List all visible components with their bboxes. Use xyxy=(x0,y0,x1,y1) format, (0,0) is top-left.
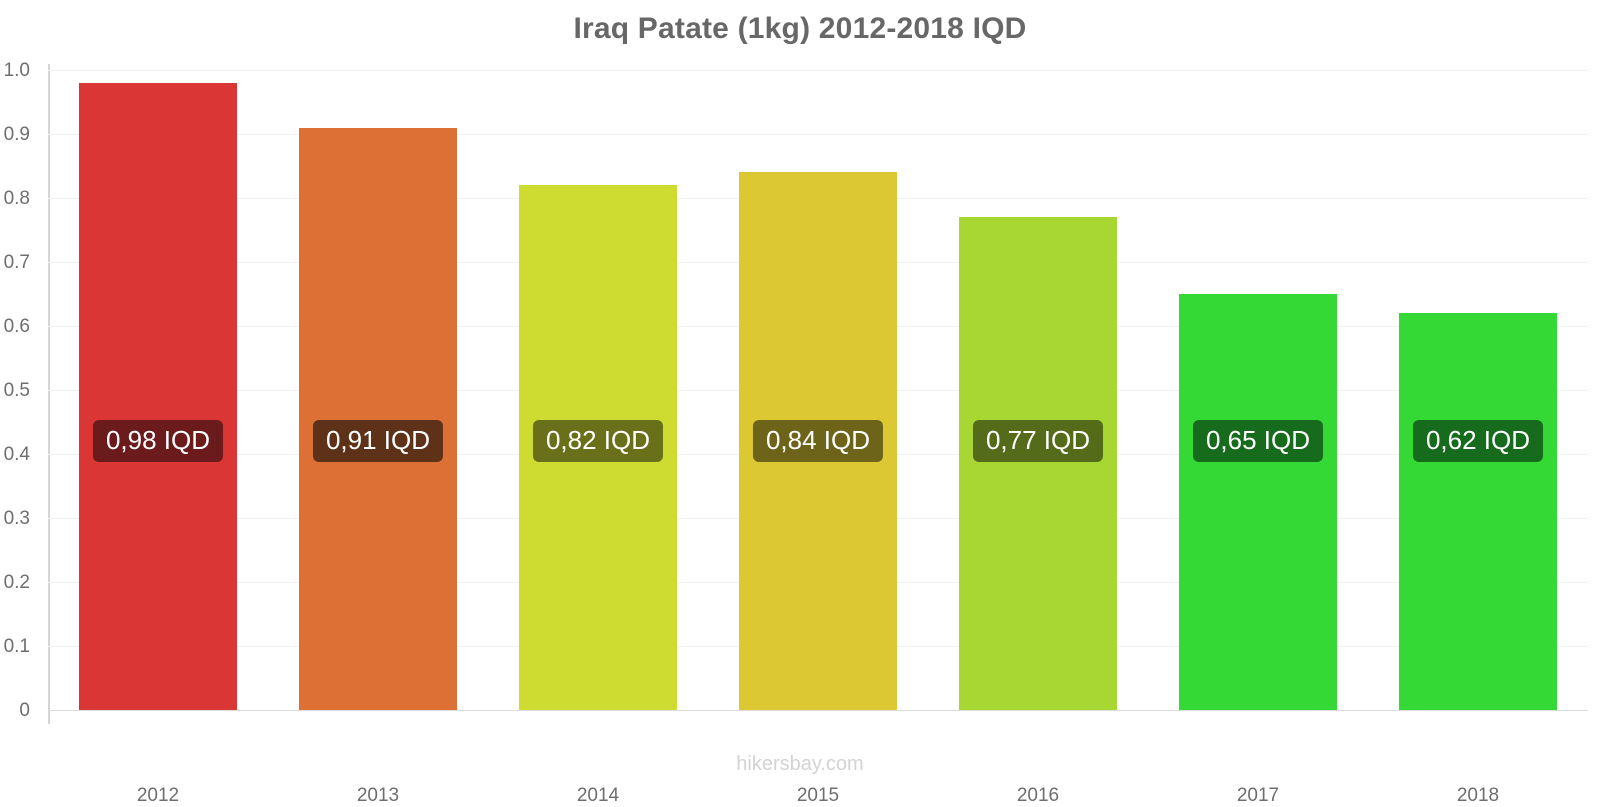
y-axis-tick-label: 0.1 xyxy=(3,636,30,657)
bar-value-label: 0,65 IQD xyxy=(1192,420,1324,462)
x-axis-tick-label-2017: 2017 xyxy=(1236,785,1280,806)
chart-title: Iraq Patate (1kg) 2012-2018 IQD xyxy=(573,12,1027,45)
y-axis-tick-label: 0.5 xyxy=(3,380,30,401)
bar-value-label: 0,82 IQD xyxy=(532,420,664,462)
x-axis-tick-label-2014: 2014 xyxy=(576,785,620,806)
y-axis-tick-label: 0.7 xyxy=(3,252,30,273)
x-axis-tick-label-2015: 2015 xyxy=(796,785,840,806)
bar-2012[interactable]: 0,98 IQD xyxy=(79,82,237,710)
y-axis-tick-label: 0.6 xyxy=(3,316,30,337)
bar-value-label: 0,91 IQD xyxy=(312,420,444,462)
bar-2014[interactable]: 0,82 IQD xyxy=(519,185,677,710)
bar-2018[interactable]: 0,62 IQD xyxy=(1399,313,1557,710)
x-axis-tick-label-2018: 2018 xyxy=(1456,785,1500,806)
x-axis-tick-label-2012: 2012 xyxy=(136,785,180,806)
y-axis-line xyxy=(48,64,50,724)
bar-value-label: 0,84 IQD xyxy=(752,420,884,462)
grid-line xyxy=(48,134,1588,135)
bar-value-label: 0,77 IQD xyxy=(972,420,1104,462)
x-axis-tick-label-2016: 2016 xyxy=(1016,785,1060,806)
bar-2017[interactable]: 0,65 IQD xyxy=(1179,294,1337,710)
bar-2016[interactable]: 0,77 IQD xyxy=(959,217,1117,710)
y-axis-tick-label: 0.8 xyxy=(3,188,30,209)
y-axis-tick-label: 0.9 xyxy=(3,124,30,145)
bar-2013[interactable]: 0,91 IQD xyxy=(299,127,457,710)
footer-watermark: hikersbay.com xyxy=(736,753,864,775)
bar-value-label: 0,98 IQD xyxy=(92,420,224,462)
bar-2015[interactable]: 0,84 IQD xyxy=(739,172,897,710)
bar-value-label: 0,62 IQD xyxy=(1412,420,1544,462)
grid-line xyxy=(48,70,1588,71)
x-axis-line xyxy=(48,710,1588,711)
y-axis-tick-label: 1.0 xyxy=(3,60,30,81)
y-axis-tick-label: 0.3 xyxy=(3,508,30,529)
plot-area: 1.0 0.9 0.8 0.7 0.6 0.5 0.4 0.3 0.2 0.1 0 0,98 IQD 2… xyxy=(4,60,1588,806)
y-axis-tick-label: 0 xyxy=(19,700,30,721)
x-axis-tick-label-2013: 2013 xyxy=(356,785,400,806)
y-axis-tick-label: 0.4 xyxy=(3,444,30,465)
y-axis-tick-label: 0.2 xyxy=(3,572,30,593)
